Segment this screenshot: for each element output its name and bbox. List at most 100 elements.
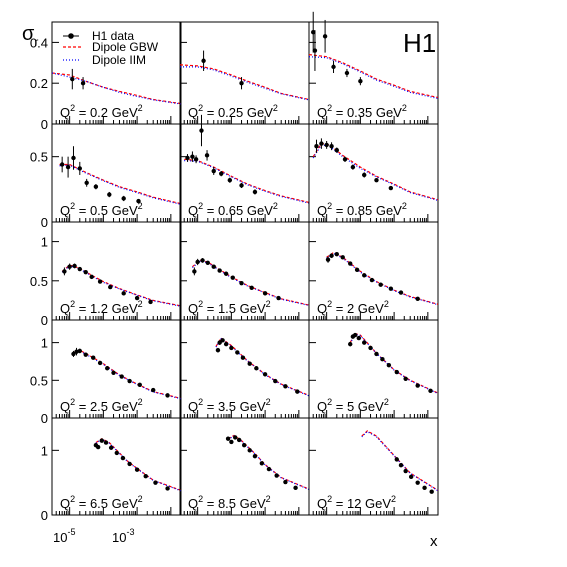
data-point	[422, 485, 427, 491]
data-point	[283, 479, 288, 485]
data-point	[374, 177, 379, 183]
data-point	[223, 341, 229, 347]
panel-q2-label: Q2 = 0.85 GeV2	[317, 201, 407, 218]
data-point	[374, 351, 379, 357]
data-point	[143, 474, 148, 479]
series-line-iim	[184, 160, 310, 204]
data-point	[358, 78, 363, 84]
y-axis-subscript: r	[34, 35, 38, 49]
data-point	[342, 157, 348, 162]
y-tick-label: 0.4	[30, 35, 48, 50]
data-point	[312, 48, 318, 53]
series-line-gbw	[179, 64, 310, 101]
data-point	[204, 153, 210, 158]
series-line-iim	[72, 350, 182, 400]
data-point	[77, 348, 82, 354]
series-line-gbw	[61, 264, 182, 307]
data-point	[111, 370, 116, 375]
data-point	[201, 58, 206, 63]
data-point	[120, 455, 126, 461]
data-point	[103, 440, 109, 445]
data-point	[84, 180, 89, 185]
data-point	[97, 279, 103, 284]
data-point	[67, 264, 72, 269]
panel-q2-label: Q2 = 1.5 GeV2	[188, 299, 271, 316]
panel-q2-5: Q2 = 5 GeV2	[308, 319, 439, 419]
data-point	[408, 474, 414, 480]
data-point	[252, 453, 258, 459]
x-tick-label-1e-3: 10-3	[112, 527, 134, 545]
data-point	[415, 383, 420, 388]
data-point	[193, 157, 199, 162]
panel-q2-0.65: Q2 = 0.65 GeV2	[179, 114, 310, 223]
panel-q2-0.2: 0 0.2 0.4 Q2 = 0.2 GeV2	[30, 21, 182, 132]
y-tick-label: 0.5	[30, 150, 48, 165]
data-point	[233, 435, 238, 440]
data-point	[362, 172, 367, 178]
data-point	[93, 184, 99, 189]
panel-q2-1.5: Q2 = 1.5 GeV2	[179, 221, 310, 321]
data-point	[185, 155, 190, 161]
data-point	[235, 350, 240, 355]
series-line-iim	[51, 72, 182, 105]
data-point	[72, 263, 77, 269]
data-point	[348, 261, 353, 266]
series-line-iim	[312, 144, 439, 201]
data-point	[165, 486, 170, 491]
data-point	[220, 338, 225, 343]
data-point	[394, 457, 399, 462]
data-point	[148, 299, 153, 305]
y-axis-title: σr	[22, 23, 38, 49]
data-point	[403, 376, 408, 381]
data-point	[205, 260, 210, 265]
data-point	[356, 335, 362, 341]
data-point	[266, 466, 272, 472]
panel-grid: 0 0.2 0.4 Q2 = 0.2 GeV2 Q2 = 0.25 GeV2 Q2 = 0…	[30, 11, 439, 523]
data-point	[239, 280, 244, 286]
y-tick-label: 1	[41, 235, 48, 250]
axis-labels: σr H1 x	[22, 23, 438, 550]
data-point	[403, 468, 408, 474]
data-point	[200, 258, 205, 263]
data-point	[293, 485, 298, 491]
data-point	[386, 363, 392, 368]
data-point	[352, 332, 358, 338]
data-point	[249, 285, 254, 291]
data-point	[91, 355, 96, 360]
data-point	[107, 192, 112, 197]
data-point	[227, 177, 233, 183]
data-point	[97, 360, 103, 366]
data-point	[254, 366, 259, 371]
panel-q2-label: Q2 = 0.2 GeV2	[60, 103, 143, 120]
data-point	[262, 291, 268, 296]
data-point	[394, 369, 399, 375]
data-point	[350, 164, 356, 170]
legend-label-data: H1 data	[92, 29, 134, 43]
panel-q2-12: Q2 = 12 GeV2	[308, 417, 439, 516]
data-point	[331, 64, 336, 70]
data-point	[348, 341, 353, 347]
data-point	[105, 366, 110, 371]
data-point	[239, 81, 244, 86]
data-point	[329, 144, 334, 149]
data-point	[240, 355, 246, 360]
series-line-gbw	[312, 142, 439, 201]
experiment-label: H1	[403, 28, 436, 58]
data-point	[229, 345, 234, 351]
data-point	[134, 295, 140, 301]
data-point	[219, 171, 224, 176]
data-point	[77, 166, 82, 171]
data-point	[415, 480, 420, 485]
data-point	[99, 438, 105, 443]
data-point	[225, 436, 231, 441]
data-point	[415, 296, 420, 302]
panel-q2-2.5: 0 0.5 1 Q2 = 2.5 GeV2	[30, 319, 182, 426]
series-line-gbw	[184, 158, 310, 203]
data-point	[247, 361, 252, 366]
data-point	[71, 351, 76, 357]
data-point	[324, 142, 329, 148]
panel-frame	[308, 417, 439, 516]
x-tick-label-1e-5: 10-5	[53, 527, 75, 545]
data-point	[62, 269, 67, 274]
